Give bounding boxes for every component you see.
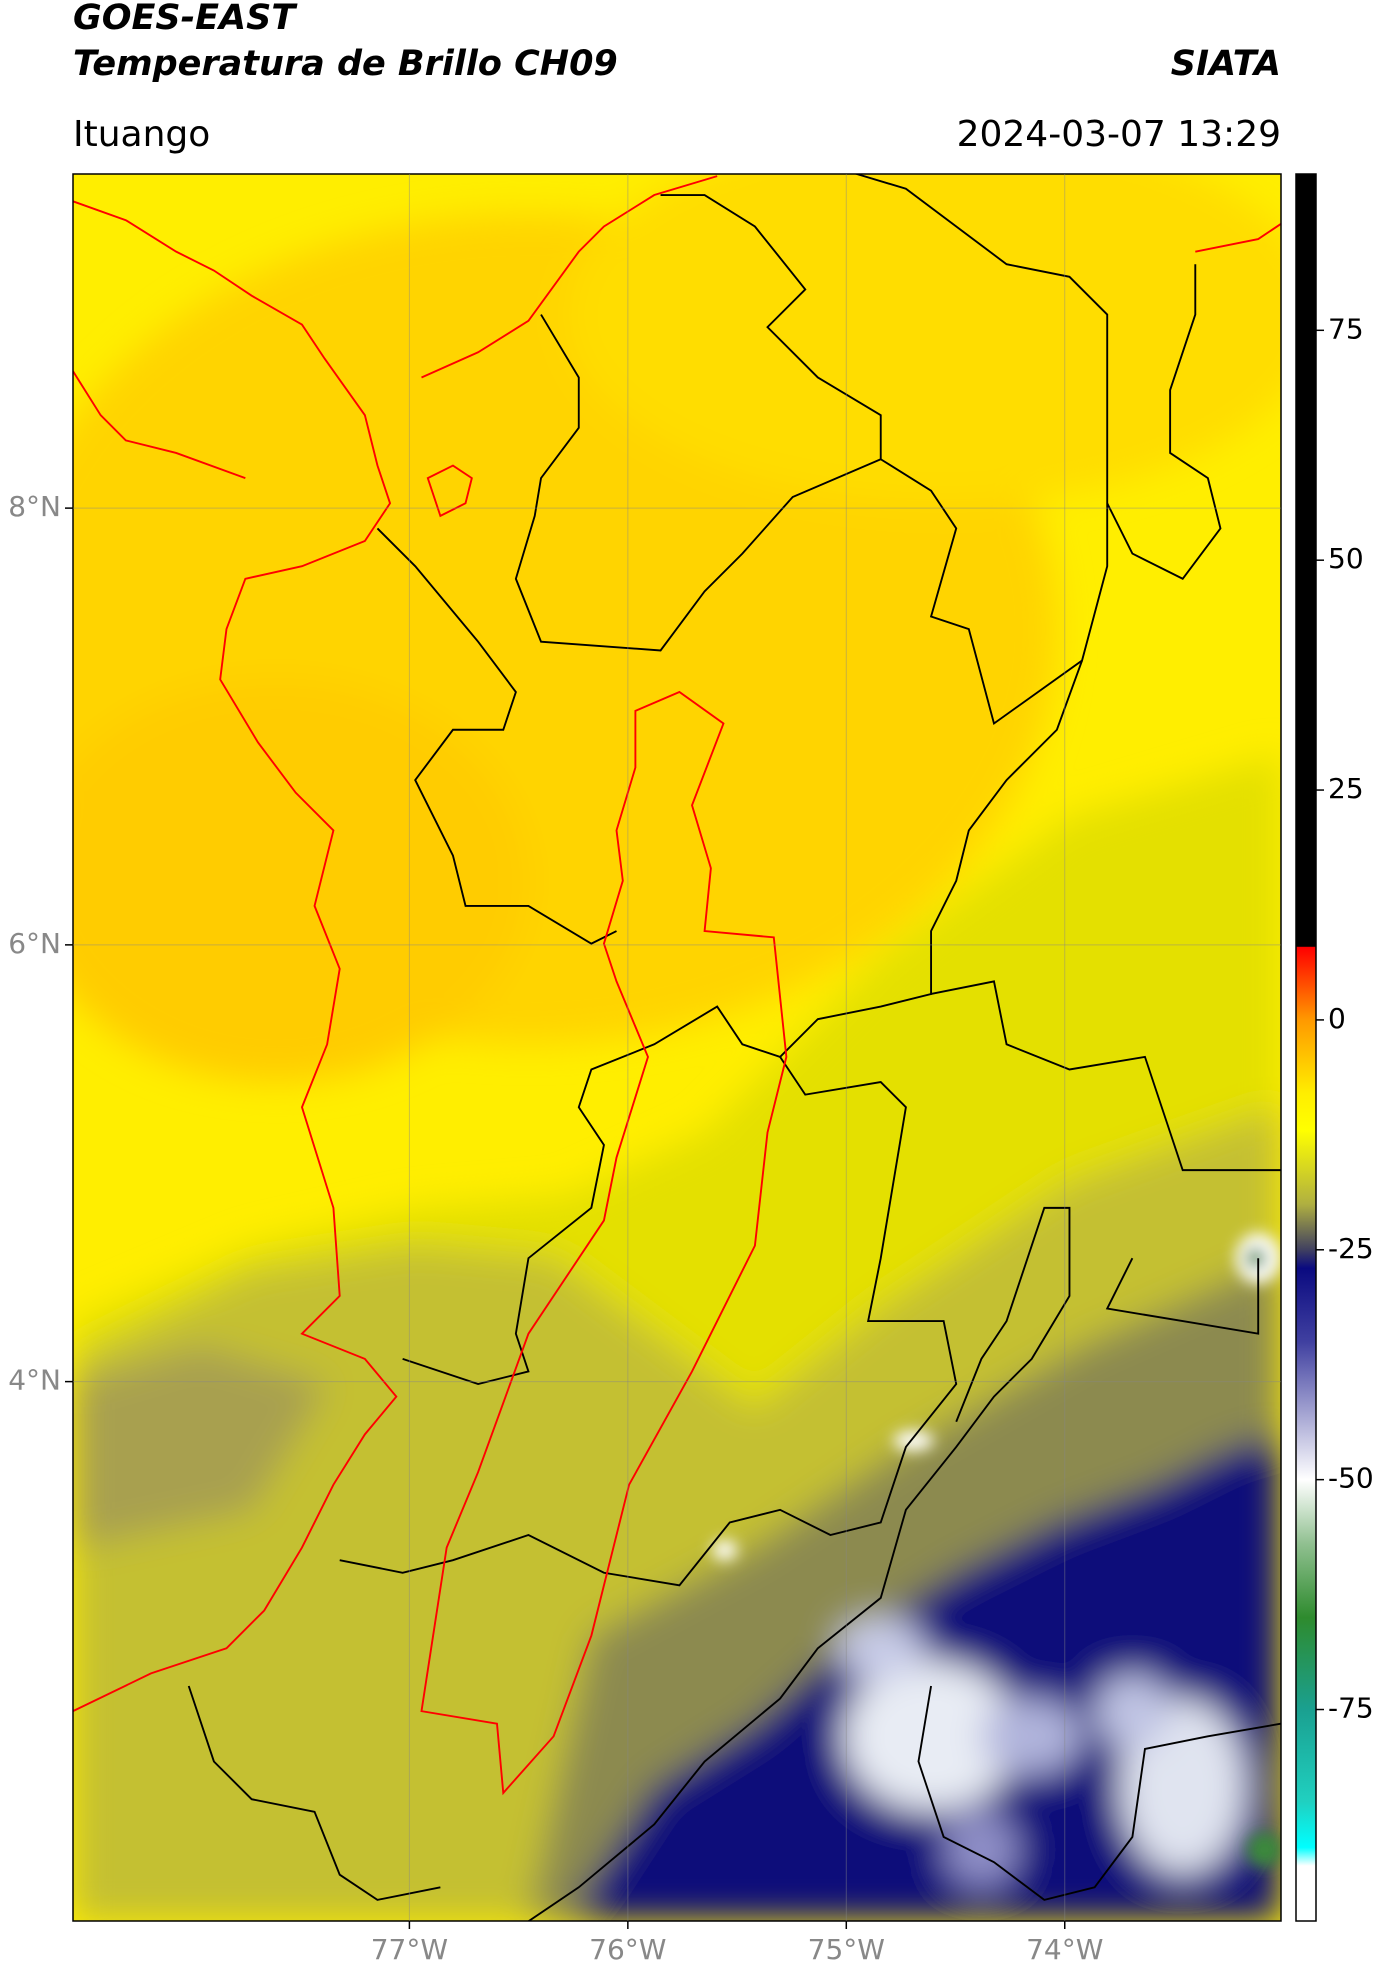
lon-tick-label: 76°W — [589, 1933, 666, 1966]
colorbar-tick-label: 75 — [1328, 312, 1364, 345]
lon-tick-label: 75°W — [808, 1933, 885, 1966]
colorbar — [1295, 173, 1317, 1922]
lon-tick-label: 74°W — [1026, 1933, 1103, 1966]
colorbar-tick-label: -50 — [1328, 1462, 1374, 1495]
map-image — [72, 173, 1281, 1922]
region: Ituango — [73, 114, 210, 155]
colorbar-tick-label: -25 — [1328, 1232, 1374, 1265]
lon-tick-label: 77°W — [371, 1933, 448, 1966]
lat-tick-label: 6°N — [8, 927, 61, 960]
agency: SIATA — [1171, 44, 1281, 84]
colorbar-tick-label: 25 — [1328, 772, 1364, 805]
lat-tick-label: 8°N — [8, 490, 61, 523]
source-title: GOES-EAST — [73, 0, 298, 38]
map-frame — [72, 173, 1282, 1922]
product-title: Temperatura de Brillo CH09 — [73, 44, 618, 84]
colorbar-tick-label: 0 — [1328, 1002, 1346, 1035]
datetime: 2024-03-07 13:29 — [957, 114, 1281, 155]
colorbar-tick-label: -75 — [1328, 1692, 1374, 1725]
colorbar-tick-label: 50 — [1328, 542, 1364, 575]
lat-tick-label: 4°N — [8, 1364, 61, 1397]
